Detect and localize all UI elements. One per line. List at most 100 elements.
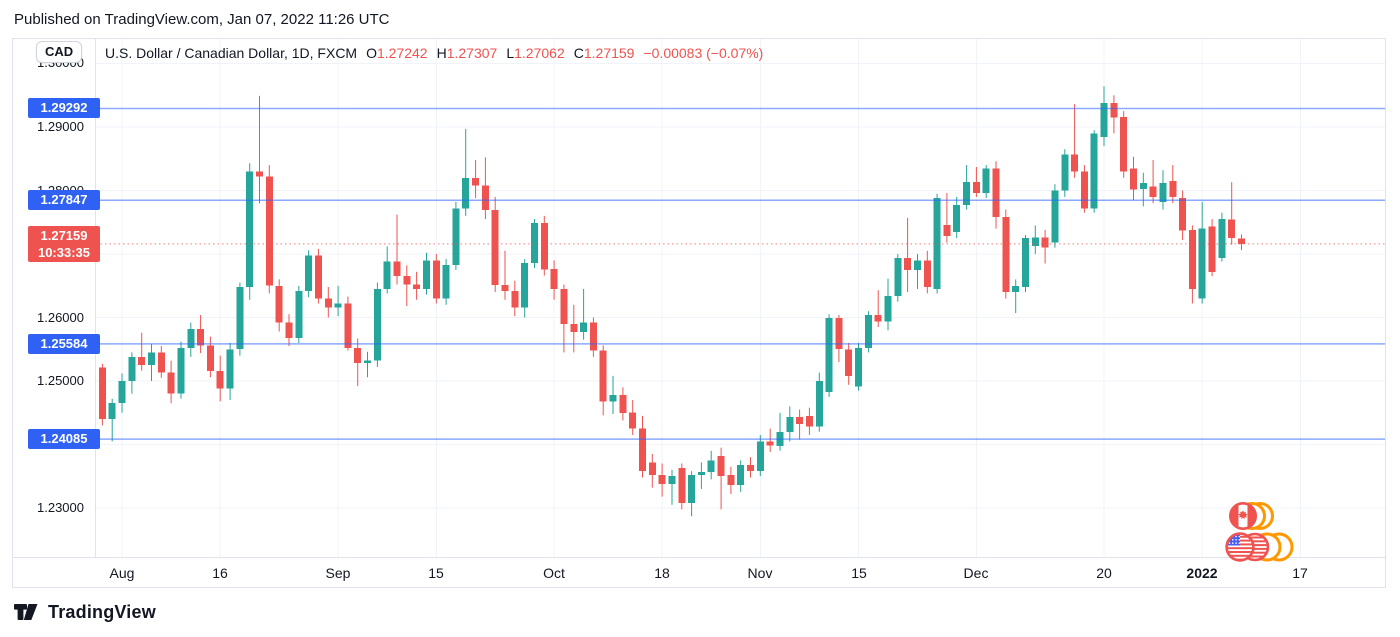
candle-body (452, 208, 460, 265)
tradingview-logo-text[interactable]: TradingView (48, 602, 156, 622)
price-axis-separator (95, 39, 96, 557)
candle-body (658, 475, 666, 484)
candle-body (688, 475, 696, 503)
candle-body (98, 367, 106, 420)
ohlc-low: L1.27062 (506, 45, 565, 61)
candle-body (943, 224, 951, 237)
candle-body (796, 417, 804, 425)
candle-body (835, 318, 843, 350)
candle-body (609, 395, 617, 402)
candle-body (118, 381, 126, 404)
candle-body (639, 428, 646, 472)
candle-body (187, 328, 195, 348)
candle-body (540, 222, 548, 270)
candle-body (383, 261, 391, 289)
candle-body (1022, 238, 1029, 287)
candle-body (256, 171, 263, 177)
candle-body (1149, 186, 1157, 197)
candle-body (108, 403, 116, 420)
candle-body (963, 182, 971, 206)
candle-body (511, 290, 519, 308)
candle-body (717, 455, 725, 477)
publish-text: Published on TradingView.com, Jan 07, 20… (14, 10, 390, 28)
candle-body (1031, 237, 1039, 246)
candle-body (914, 260, 921, 270)
candle-body (1061, 154, 1069, 191)
candle-body (236, 287, 244, 350)
candle-body (148, 352, 155, 366)
candle-body (334, 303, 342, 308)
candle-body (442, 264, 450, 299)
candle-body (982, 168, 990, 194)
symbol-chip[interactable]: CAD (36, 41, 83, 63)
candle-body (707, 460, 715, 472)
ohlc-close: C1.27159 (573, 45, 635, 61)
candle-body (697, 471, 705, 475)
candle-body (295, 290, 303, 338)
candle-body (1080, 171, 1088, 209)
candle-body (1228, 219, 1236, 239)
candle-body (1130, 168, 1137, 190)
candle-body (845, 349, 853, 376)
candle-body (275, 285, 283, 323)
candle-body (756, 441, 764, 472)
canada-flag-coin-icon (1228, 502, 1257, 530)
candle-body (1208, 226, 1216, 272)
pair-flags-watermark (1225, 502, 1294, 562)
publish-bar: Published on TradingView.com, Jan 07, 20… (0, 0, 1400, 38)
us-flag-coin-icon (1225, 532, 1255, 562)
candle-body (805, 415, 813, 427)
chart-legend: U.S. Dollar / Canadian Dollar, 1D, FXCM … (105, 45, 763, 61)
candle-body (550, 269, 558, 289)
candle-body (589, 322, 597, 351)
candle-body (629, 412, 637, 429)
candle-body (825, 318, 833, 392)
candle-body (265, 176, 273, 286)
candle-body (1179, 198, 1187, 231)
candle-body (246, 171, 254, 288)
candle-body (1159, 182, 1167, 202)
candle-body (894, 257, 902, 296)
ohlc-open: O1.27242 (366, 45, 428, 61)
candle-body (953, 205, 961, 232)
candle-body (560, 288, 568, 324)
candle-body (285, 322, 293, 338)
candle-body (1090, 133, 1098, 209)
candle-body (747, 464, 754, 472)
candle-body (1198, 228, 1206, 299)
candle-body (1169, 181, 1177, 197)
candle-body (481, 185, 489, 211)
candle-body (972, 182, 980, 193)
candle-body (373, 288, 381, 361)
candle-body (864, 315, 872, 348)
candle-body (815, 381, 823, 427)
candle-body (531, 222, 538, 263)
candle-body (904, 257, 912, 270)
candle-body (1120, 116, 1128, 172)
candle-body (1238, 238, 1245, 244)
candle-body (501, 285, 509, 291)
candle-body (1041, 237, 1049, 248)
candle-body (314, 255, 322, 299)
tradingview-logo-icon[interactable] (14, 603, 39, 623)
candle-body (727, 475, 735, 486)
candle-body (206, 345, 214, 371)
candle-body (432, 260, 440, 299)
candle-body (197, 328, 205, 346)
candle-body (1012, 285, 1020, 293)
candle-body (737, 464, 745, 486)
candle-body (884, 295, 892, 322)
time-axis-separator (12, 557, 1386, 558)
candle-body (1139, 182, 1147, 190)
candle-body (423, 260, 430, 289)
candle-body (855, 348, 862, 387)
candle-body (599, 350, 607, 402)
candle-body (177, 348, 185, 394)
candle-body (619, 395, 627, 413)
chart-title: U.S. Dollar / Canadian Dollar, 1D, FXCM (105, 45, 358, 61)
candle-body (668, 476, 676, 484)
candle-body (216, 370, 224, 389)
candle-body (324, 298, 332, 308)
candle-body (167, 372, 175, 394)
